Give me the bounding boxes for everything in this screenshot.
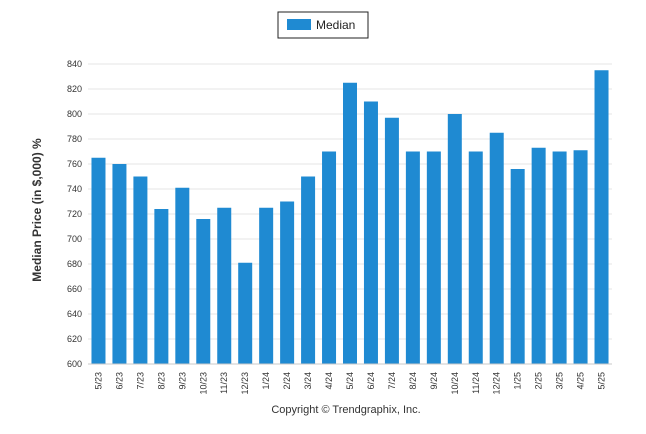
bar-11-24[interactable] (468, 151, 483, 365)
bar-9-23[interactable] (175, 187, 190, 364)
x-tick-label: 4/25 (576, 372, 586, 390)
bar-5-23[interactable] (91, 157, 106, 364)
bar-6-24[interactable] (363, 101, 378, 365)
x-tick-label: 5/25 (597, 372, 607, 390)
x-tick-label: 7/23 (135, 372, 145, 390)
bar-2-25[interactable] (531, 147, 546, 364)
bar-5-24[interactable] (343, 82, 357, 364)
legend-label-median: Median (316, 18, 355, 32)
y-tick-label: 740 (67, 184, 82, 194)
bar-11-23[interactable] (217, 207, 232, 364)
y-axis-label: Median Price (in $,000) % (30, 138, 44, 282)
y-axis-ticks: 600 620 640 660 680 700 720 740 760 780 800 820 840 (67, 59, 82, 369)
x-tick-label: 11/24 (471, 372, 481, 394)
x-tick-label: 10/23 (198, 372, 208, 395)
x-axis-ticks: 5/23 6/23 7/23 8/23 9/23 10/23 11/23 12/23 1/24 2… (93, 372, 606, 395)
bar-7-23[interactable] (133, 176, 148, 365)
bar-8-23[interactable] (154, 209, 169, 364)
bar-6-23[interactable] (112, 164, 127, 364)
bar-10-24[interactable] (447, 114, 462, 364)
bar-3-25[interactable] (552, 151, 567, 365)
x-tick-label: 3/24 (303, 372, 313, 390)
y-tick-label: 720 (67, 209, 82, 219)
x-tick-label: 8/24 (408, 372, 418, 390)
bar-10-23[interactable] (196, 219, 211, 364)
legend[interactable]: Median (277, 11, 369, 39)
bar-4-25[interactable] (573, 150, 588, 364)
bar-12-24[interactable] (489, 132, 504, 364)
bar-4-24[interactable] (322, 151, 337, 365)
y-tick-label: 640 (67, 309, 82, 319)
x-tick-label: 12/24 (492, 372, 502, 395)
x-tick-label: 4/24 (324, 372, 334, 390)
x-tick-label: 10/24 (450, 372, 460, 395)
y-tick-label: 660 (67, 284, 82, 294)
legend-swatch-median (287, 19, 311, 30)
y-tick-label: 620 (67, 334, 82, 344)
x-tick-label: 5/23 (93, 372, 103, 390)
y-tick-label: 840 (67, 59, 82, 69)
y-tick-label: 820 (67, 84, 82, 94)
bars (91, 70, 609, 365)
bar-12-23[interactable] (238, 262, 253, 364)
y-tick-label: 800 (67, 109, 82, 119)
x-tick-label: 11/23 (219, 372, 229, 394)
y-tick-label: 760 (67, 159, 82, 169)
y-tick-label: 700 (67, 234, 82, 244)
x-tick-label: 2/25 (534, 372, 544, 390)
x-tick-label: 7/24 (387, 372, 397, 390)
x-tick-label: 1/25 (513, 372, 523, 390)
y-tick-label: 780 (67, 134, 82, 144)
x-tick-label: 6/24 (366, 372, 376, 390)
bar-8-24[interactable] (405, 151, 420, 365)
bar-9-24[interactable] (426, 151, 441, 365)
x-tick-label: 3/25 (555, 372, 565, 390)
x-tick-label: 8/23 (156, 372, 166, 390)
x-tick-label: 1/24 (261, 372, 271, 390)
bar-1-25[interactable] (510, 169, 525, 364)
bar-5-25[interactable] (594, 70, 609, 364)
x-tick-label: 5/24 (345, 372, 355, 390)
y-tick-label: 600 (67, 359, 82, 369)
x-tick-label: 9/24 (429, 372, 439, 390)
x-tick-label: 6/23 (114, 372, 124, 390)
bar-3-24[interactable] (301, 176, 316, 365)
x-tick-label: 9/23 (177, 372, 187, 390)
x-tick-label: 2/24 (282, 372, 292, 390)
bar-1-24[interactable] (259, 207, 274, 364)
bar-2-24[interactable] (280, 201, 295, 365)
bar-7-24[interactable] (384, 117, 399, 364)
y-tick-label: 680 (67, 259, 82, 269)
x-tick-label: 12/23 (240, 372, 250, 395)
copyright-text: Copyright © Trendgraphix, Inc. (271, 404, 420, 416)
